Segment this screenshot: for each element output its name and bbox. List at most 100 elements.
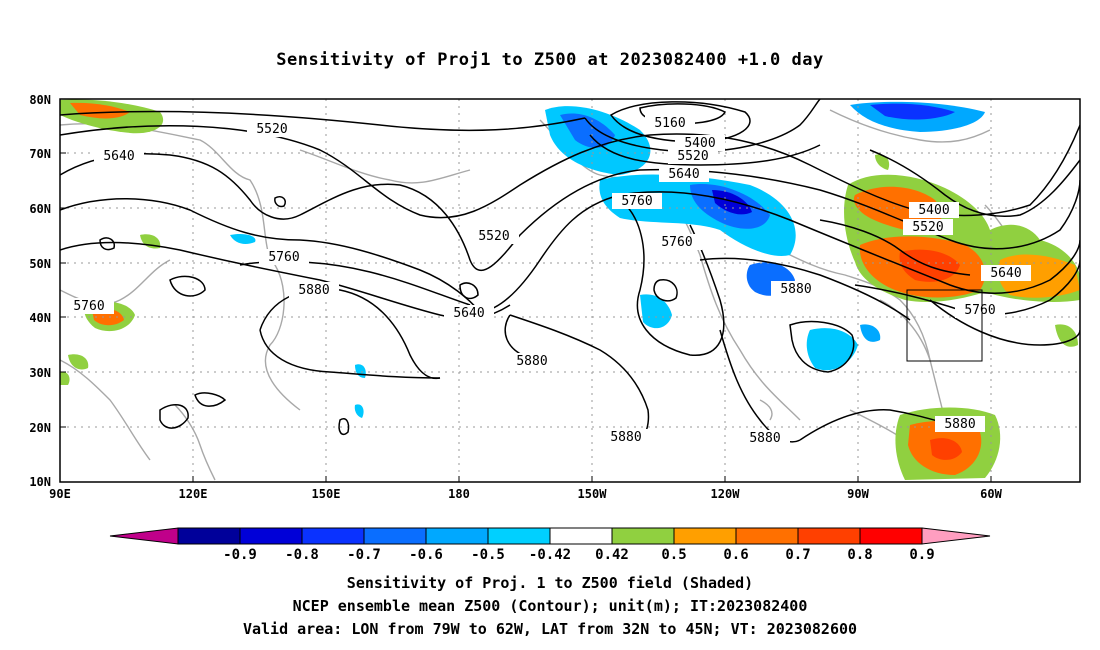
contour-label: 5640 <box>981 265 1031 281</box>
colorbar <box>109 527 991 545</box>
colorbar-tick-label: -0.8 <box>285 547 319 563</box>
lon-label: 120E <box>179 487 208 501</box>
svg-text:5640: 5640 <box>990 266 1021 281</box>
lon-label: 180 <box>448 487 470 501</box>
lat-label: 50N <box>29 257 51 271</box>
lat-label: 40N <box>29 311 51 325</box>
colorbar-swatch <box>177 527 241 545</box>
caption-line-2: NCEP ensemble mean Z500 (Contour); unit(… <box>292 597 808 615</box>
contour-label-group: 5520 5640 5160 5400 5520 5640 5760 5400 … <box>64 115 1031 446</box>
svg-text:5760: 5760 <box>621 194 652 209</box>
colorbar-tick-label: -0.6 <box>409 547 443 563</box>
svg-text:5760: 5760 <box>964 303 995 318</box>
negative-sensitivity <box>230 101 985 418</box>
svg-text:5400: 5400 <box>684 136 715 151</box>
colorbar-tick-label: 0.8 <box>847 547 872 563</box>
colorbar-swatch <box>735 527 799 545</box>
axis-ticks <box>60 98 992 483</box>
colorbar-tick-label: 0.42 <box>595 547 629 563</box>
lat-label: 60N <box>29 202 51 216</box>
contour-label: 5640 <box>94 148 144 164</box>
colorbar-swatch <box>487 527 551 545</box>
contour-label: 5640 <box>659 166 709 182</box>
colorbar-tick-label: -0.7 <box>347 547 381 563</box>
colorbar-swatch <box>859 527 923 545</box>
colorbar-swatch <box>673 527 737 545</box>
svg-text:5760: 5760 <box>73 299 104 314</box>
contour-label: 5520 <box>668 148 718 164</box>
colorbar-tick-label: -0.9 <box>223 547 257 563</box>
svg-text:5640: 5640 <box>668 167 699 182</box>
lon-label: 120W <box>711 487 741 501</box>
lat-axis-labels: 80N 70N 60N 50N 40N 30N 20N 10N <box>29 93 51 489</box>
gridlines <box>60 99 1080 482</box>
colorbar-swatch <box>797 527 861 545</box>
svg-text:5160: 5160 <box>654 116 685 131</box>
contour-label: 5520 <box>247 121 297 137</box>
svg-text:5760: 5760 <box>661 235 692 250</box>
colorbar-swatch <box>363 527 427 545</box>
contour-label: 5760 <box>652 234 702 250</box>
lat-label: 20N <box>29 421 51 435</box>
contour-label: 5760 <box>612 193 662 209</box>
svg-text:5400: 5400 <box>918 203 949 218</box>
valid-area-box <box>906 289 983 362</box>
contour-label: 5520 <box>469 228 519 244</box>
colorbar-labels: -0.9 -0.8 -0.7 -0.6 -0.5 -0.42 0.42 0.5 0.6 0.7 0.… <box>223 547 935 563</box>
colorbar-tick-label: 0.7 <box>785 547 810 563</box>
colorbar-swatch <box>239 527 303 545</box>
svg-text:5520: 5520 <box>912 220 943 235</box>
colorbar-tick-label: 0.9 <box>909 547 934 563</box>
lon-label: 60W <box>980 487 1002 501</box>
contour-label: 5640 <box>444 305 494 321</box>
svg-text:5880: 5880 <box>298 283 329 298</box>
contour-label: 5880 <box>507 353 557 369</box>
contour-label: 5400 <box>909 202 959 218</box>
colorbar-swatch <box>549 527 613 545</box>
contour-label: 5400 <box>675 135 725 151</box>
lon-label: 150W <box>578 487 608 501</box>
map-frame <box>59 98 1081 483</box>
colorbar-max-arrow <box>921 527 991 545</box>
svg-text:5880: 5880 <box>749 431 780 446</box>
svg-text:5520: 5520 <box>677 149 708 164</box>
lon-axis-labels: 90E 120E 150E 180 150W 120W 90W 60W <box>49 487 1002 501</box>
svg-text:5880: 5880 <box>780 282 811 297</box>
svg-text:5520: 5520 <box>478 229 509 244</box>
colorbar-min-arrow <box>109 527 179 545</box>
svg-text:5640: 5640 <box>453 306 484 321</box>
contour-label: 5760 <box>259 249 309 265</box>
contour-label: 5760 <box>955 302 1005 318</box>
colorbar-tick-label: -0.42 <box>529 547 571 563</box>
colorbar-swatch <box>425 527 489 545</box>
svg-text:5880: 5880 <box>516 354 547 369</box>
contour-label: 5880 <box>289 282 339 298</box>
plot-title: Sensitivity of Proj1 to Z500 at 20230824… <box>276 50 824 70</box>
lon-label: 90E <box>49 487 71 501</box>
lat-label: 70N <box>29 147 51 161</box>
lat-label: 30N <box>29 366 51 380</box>
contour-label: 5880 <box>601 429 651 445</box>
lon-label: 150E <box>312 487 341 501</box>
caption-line-3: Valid area: LON from 79W to 62W, LAT fro… <box>242 620 858 638</box>
lat-label: 80N <box>29 93 51 107</box>
map-area: 5520 5640 5160 5400 5520 5640 5760 5400 … <box>60 99 1080 482</box>
svg-text:5880: 5880 <box>610 430 641 445</box>
colorbar-swatch <box>611 527 675 545</box>
contour-label: 5160 <box>645 115 695 131</box>
colorbar-swatch <box>301 527 365 545</box>
svg-text:5640: 5640 <box>103 149 134 164</box>
contour-label: 5760 <box>64 298 114 314</box>
contour-label: 5880 <box>935 416 985 432</box>
colorbar-tick-label: 0.5 <box>661 547 686 563</box>
contour-label: 5880 <box>740 430 790 446</box>
caption-line-1: Sensitivity of Proj. 1 to Z500 field (Sh… <box>346 574 754 592</box>
colorbar-tick-label: 0.6 <box>723 547 748 563</box>
lon-label: 90W <box>847 487 869 501</box>
colorbar-tick-label: -0.5 <box>471 547 505 563</box>
svg-text:5880: 5880 <box>944 417 975 432</box>
svg-text:5520: 5520 <box>256 122 287 137</box>
contour-label: 5880 <box>771 281 821 297</box>
svg-text:5760: 5760 <box>268 250 299 265</box>
